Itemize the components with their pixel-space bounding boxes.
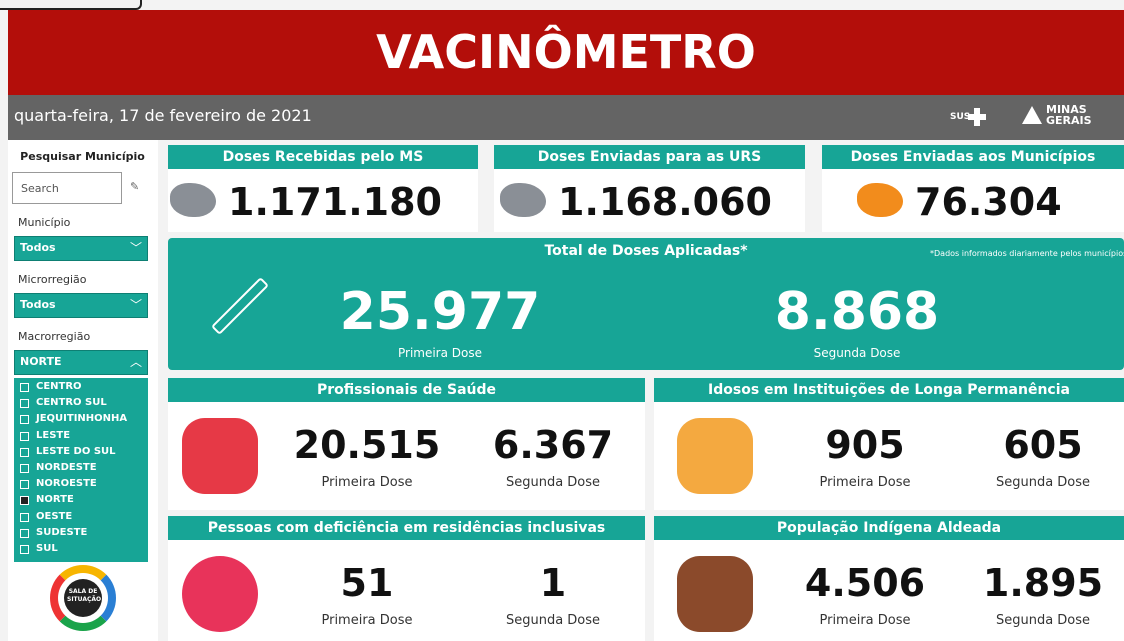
date-bar <box>8 95 1124 140</box>
group-icon <box>182 418 258 494</box>
group-value: 1.895 <box>982 561 1104 605</box>
total-label: Primeira Dose <box>397 346 483 360</box>
filter-dropdown[interactable] <box>14 293 148 318</box>
checkbox[interactable] <box>20 447 29 457</box>
group-value: 20.515 <box>293 423 441 467</box>
group-label: Segunda Dose <box>505 475 601 490</box>
group-title: Profissionais de Saúde <box>168 378 645 402</box>
card-title: Doses Enviadas aos Municípios <box>822 145 1124 169</box>
checkbox[interactable] <box>20 431 29 441</box>
card-icon <box>857 183 903 217</box>
card-value: 1.171.180 <box>228 180 442 224</box>
total-value: 8.868 <box>774 282 940 342</box>
option: CENTRO SUL <box>36 397 107 409</box>
logo-state-2: GERAIS <box>1046 114 1092 127</box>
frame-edge <box>0 0 142 10</box>
group-label: Primeira Dose <box>321 475 413 490</box>
filter-label: Município <box>18 216 71 229</box>
option: LESTE <box>36 429 71 441</box>
group-value: 51 <box>340 561 394 605</box>
search-title: Pesquisar Município <box>20 150 145 163</box>
options-list <box>14 378 148 562</box>
option: SUDESTE <box>36 526 88 538</box>
filter-value: NORTE <box>20 355 62 368</box>
title: VACINÔMETRO <box>8 10 1124 95</box>
total-value: 25.977 <box>339 282 541 342</box>
filter-value: Todos <box>20 241 56 254</box>
group-label: Primeira Dose <box>321 613 413 628</box>
date: quarta-feira, 17 de fevereiro de 2021 <box>14 106 312 125</box>
search-box[interactable]: Search <box>12 172 122 204</box>
logo-text: SITUAÇÃO <box>67 596 102 603</box>
group-label: Primeira Dose <box>819 475 911 490</box>
logo-state-1: MINAS <box>1046 103 1087 116</box>
checkbox[interactable] <box>20 383 29 392</box>
total-card <box>168 238 1124 370</box>
total-label: Segunda Dose <box>813 346 901 360</box>
chevron: ︿ <box>130 355 143 369</box>
group-label: Segunda Dose <box>505 613 601 628</box>
total-title: Total de Doses Aplicadas* <box>544 243 748 259</box>
group-title: População Indígena Aldeada <box>654 516 1124 540</box>
group-icon <box>182 556 258 632</box>
group-value: 905 <box>825 423 905 467</box>
group-label: Segunda Dose <box>995 475 1091 490</box>
total-note: *Dados informados diariamente pelos muni… <box>930 249 1124 258</box>
group-title: Idosos em Instituições de Longa Permanên… <box>654 378 1124 402</box>
logo-sus: SUS <box>950 112 971 122</box>
card-value: 76.304 <box>915 180 1062 224</box>
card-title: Doses Enviadas para as URS <box>494 145 805 169</box>
group-value: 605 <box>1003 423 1083 467</box>
checkbox[interactable] <box>20 464 29 473</box>
checkbox[interactable] <box>20 480 29 490</box>
option: OESTE <box>36 510 73 522</box>
card-icon <box>170 183 216 217</box>
option: NORTE <box>36 494 74 506</box>
group-icon <box>677 556 753 632</box>
logo-inner <box>64 579 102 617</box>
option: SUL <box>36 543 58 554</box>
logo-cross <box>968 108 986 126</box>
filter-dropdown[interactable] <box>14 350 148 375</box>
group-value: 6.367 <box>492 423 614 467</box>
checkbox[interactable] <box>20 415 29 425</box>
logo-state: MINAS GERAIS <box>1046 104 1092 126</box>
checkbox[interactable] <box>20 512 29 522</box>
filter-dropdown[interactable] <box>14 236 148 261</box>
checkbox[interactable] <box>20 399 29 409</box>
option: NOROESTE <box>36 478 97 490</box>
chevron: ﹀ <box>130 298 143 312</box>
checkbox[interactable] <box>20 528 29 538</box>
checkbox[interactable] <box>20 496 29 506</box>
card-title: Doses Recebidas pelo MS <box>168 145 478 169</box>
card-icon <box>500 183 546 217</box>
option: JEQUITINHONHA <box>36 413 128 425</box>
filter-label: Microrregião <box>18 273 87 286</box>
checkbox[interactable] <box>20 545 29 554</box>
card-value: 1.168.060 <box>558 180 772 224</box>
eraser-icon[interactable]: ✎ <box>130 180 140 193</box>
chevron: ﹀ <box>130 241 143 255</box>
option: LESTE DO SUL <box>36 445 116 457</box>
group-value: 1 <box>539 561 567 605</box>
group-label: Primeira Dose <box>819 613 911 628</box>
option: CENTRO <box>36 381 82 392</box>
filter-value: Todos <box>20 298 56 311</box>
group-title: Pessoas com deficiência em residências i… <box>168 516 645 540</box>
group-label: Segunda Dose <box>995 613 1091 628</box>
group-icon <box>677 418 753 494</box>
group-value: 4.506 <box>804 561 926 605</box>
logo-text: SALA DE <box>68 588 98 595</box>
logo-triangle <box>1022 106 1042 124</box>
option: NORDESTE <box>36 462 97 473</box>
filter-label: Macrorregião <box>18 330 91 343</box>
